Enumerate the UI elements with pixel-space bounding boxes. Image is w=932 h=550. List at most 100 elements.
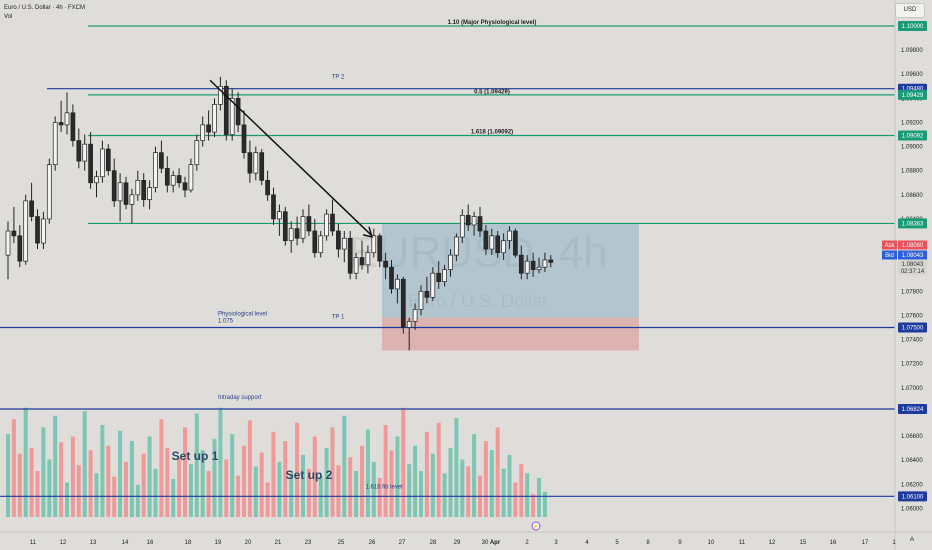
quote-tag-bg — [898, 240, 927, 250]
volume-bar — [354, 471, 359, 517]
quote-tag-label-bg — [882, 250, 897, 260]
candle-body — [412, 309, 418, 322]
candle-body — [465, 214, 471, 226]
price-tick: 1.09600 — [901, 72, 923, 78]
candle-body — [200, 124, 206, 141]
candle-body — [324, 213, 329, 237]
candle-body — [477, 216, 483, 232]
candle — [58, 100, 64, 133]
candle-body — [336, 230, 341, 250]
candle-body — [353, 257, 359, 274]
symbol-title[interactable]: Euro / U.S. Dollar · 4h · FXCM — [4, 5, 86, 11]
volume-bar — [501, 468, 506, 517]
candle-body — [389, 266, 394, 290]
candle-body — [123, 182, 129, 205]
volume-bar — [466, 466, 471, 517]
candle — [94, 170, 99, 198]
candle — [212, 98, 217, 137]
candle — [82, 134, 88, 171]
candle-body — [294, 228, 300, 239]
candle — [359, 240, 365, 270]
candle-body — [159, 152, 164, 169]
candle — [223, 80, 229, 141]
candle — [64, 92, 70, 135]
candle — [70, 104, 76, 147]
candle — [501, 233, 506, 260]
volume-bar — [419, 471, 423, 517]
volume-bar — [76, 465, 81, 517]
time-tick: 16 — [830, 540, 837, 546]
candle-body — [141, 180, 147, 201]
candle — [518, 245, 524, 280]
volume-bar — [82, 411, 87, 517]
volume-bar — [407, 464, 412, 517]
volume-bar — [324, 448, 329, 517]
time-tick: Apr — [490, 540, 501, 546]
candle-body — [265, 180, 270, 196]
time-tick: 13 — [90, 540, 97, 546]
volume-bar — [537, 477, 541, 517]
candle — [11, 206, 17, 244]
quote-tag-bg — [898, 267, 927, 275]
volume-bar — [513, 482, 518, 517]
candle-body — [188, 164, 194, 191]
candle-body — [94, 176, 99, 184]
level-price-tag-text: 1.09092 — [902, 134, 924, 140]
candle — [418, 285, 424, 316]
time-tick: 12 — [769, 540, 776, 546]
setup-annotation: Set up 2 — [286, 468, 333, 482]
candle — [383, 252, 388, 280]
volume-bar — [348, 457, 353, 517]
volume-indicator-label[interactable]: Vol — [4, 14, 13, 20]
volume-bar — [401, 407, 406, 517]
candle — [218, 76, 223, 111]
candle — [448, 249, 453, 277]
price-tick: 1.09200 — [901, 120, 923, 126]
currency-button[interactable]: USD — [895, 3, 925, 18]
volume-bar — [271, 431, 276, 517]
time-tick: 26 — [369, 540, 376, 546]
candle-body — [383, 260, 388, 268]
candle — [17, 224, 23, 268]
candle — [88, 132, 93, 189]
candle — [247, 140, 253, 183]
volume-bar — [224, 459, 229, 517]
volume-bar — [171, 479, 176, 517]
candle-body — [147, 187, 152, 201]
candle-body — [406, 321, 412, 328]
candle — [536, 257, 542, 274]
candle-body — [23, 200, 29, 262]
volume-bar — [106, 445, 111, 517]
candle-body — [377, 235, 383, 262]
candle — [182, 176, 188, 198]
volume-bar — [41, 427, 46, 517]
volume-bar — [283, 441, 288, 517]
candle — [424, 276, 430, 304]
candle-body — [365, 252, 371, 266]
volume-bar — [23, 407, 28, 517]
volume-bar — [88, 450, 93, 517]
candle-body — [194, 140, 200, 166]
candle-body — [206, 124, 211, 133]
candle — [389, 259, 394, 294]
volume-bar — [442, 473, 447, 517]
volume-bar — [306, 468, 311, 517]
candle — [277, 204, 282, 236]
price-tick: 1.09000 — [901, 145, 923, 151]
volume-bar — [430, 453, 435, 517]
candle-body — [82, 143, 88, 162]
candle-body — [359, 257, 365, 266]
candle — [530, 252, 536, 277]
candle-body — [288, 228, 294, 242]
candle-body — [70, 112, 76, 141]
volume-bar — [11, 419, 16, 517]
candle — [265, 170, 270, 201]
auto-scale-toggle[interactable]: A — [910, 537, 915, 543]
candle — [336, 223, 341, 258]
candle-body — [212, 104, 217, 133]
time-tick: 29 — [454, 540, 461, 546]
setup-annotation: Set up 1 — [172, 449, 219, 463]
price-tick: 1.07000 — [901, 386, 923, 392]
volume-bar — [247, 420, 252, 517]
